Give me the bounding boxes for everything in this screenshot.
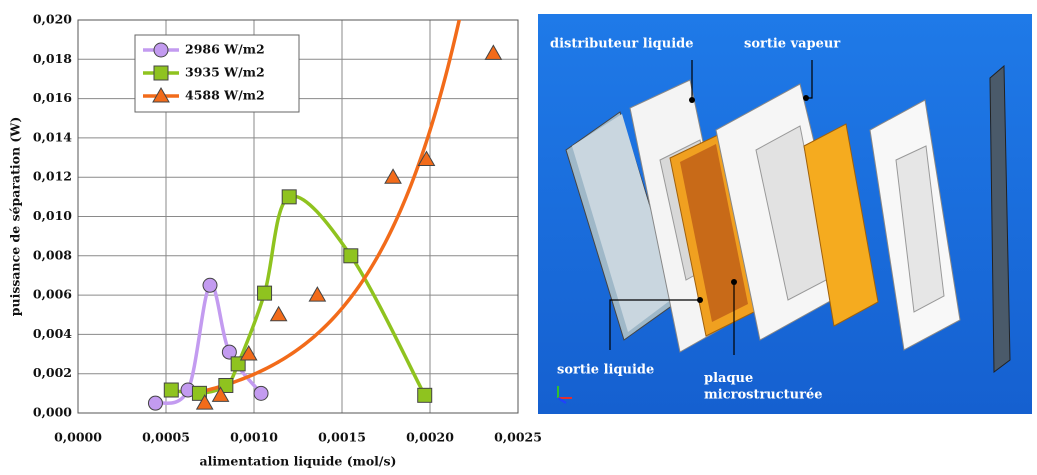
chart: 0,0000 0,0005 0,0010 0,0015 0,0020 0,0025 0,00… (8, 12, 542, 469)
leader-dot (689, 97, 695, 103)
x-tick-label: 0,0025 (494, 430, 542, 445)
micro-pattern (680, 144, 748, 322)
marker (218, 377, 234, 393)
series-line (171, 194, 427, 397)
y-tick-label: 0,020 (33, 12, 72, 27)
illustration: distributeur liquide sortie vapeur sorti… (538, 14, 1032, 414)
marker (153, 65, 169, 81)
marker (308, 286, 327, 302)
x-tick-label: 0,0010 (230, 430, 278, 445)
marker (195, 394, 214, 410)
end-plate (989, 64, 1011, 373)
marker (211, 386, 230, 402)
leader-dot (803, 95, 809, 101)
y-tick-label: 0,004 (33, 326, 72, 341)
y-tick-label: 0,000 (33, 405, 72, 420)
y-tick-label: 0,010 (33, 208, 72, 223)
y-tick-label: 0,016 (33, 90, 72, 105)
image-label: plaque microstructurée (704, 371, 823, 402)
y-tick-label: 0,002 (33, 365, 72, 380)
marker (417, 387, 433, 403)
marker (152, 86, 170, 103)
marker (384, 168, 402, 184)
marker (221, 344, 237, 360)
trend-line (204, 20, 462, 393)
legend-label: 3935 W/m2 (185, 65, 265, 80)
legend-label: 4588 W/m2 (185, 88, 265, 103)
x-axis-title: alimentation liquide (mol/s) (200, 454, 397, 469)
x-tick-label: 0,0000 (54, 430, 102, 445)
marker (191, 385, 207, 401)
leader-line (609, 299, 700, 350)
marker (163, 382, 179, 398)
marker (281, 189, 297, 205)
axis-triad (557, 386, 572, 404)
legend: 2986 W/m2 3935 W/m2 4588 W/m2 (134, 34, 300, 113)
marker (484, 44, 503, 60)
y-tick-label: 0,014 (33, 129, 72, 144)
y-tick-label: 0,006 (33, 287, 72, 302)
plot-frame (77, 19, 519, 414)
image-label: distributeur liquide (550, 37, 694, 52)
marker (239, 345, 258, 361)
x-tick-label: 0,0005 (142, 430, 190, 445)
y-tick-label: 0,008 (33, 247, 72, 262)
y-axis-title: puissance de séparation (W) (8, 117, 23, 316)
cover-plate (803, 123, 879, 327)
plate (572, 114, 676, 332)
marker (147, 395, 163, 411)
y-tick-label: 0,018 (33, 51, 72, 66)
image-label: sortie liquide (557, 363, 654, 378)
marker (153, 42, 169, 58)
marker (253, 385, 269, 401)
marker (202, 277, 218, 293)
image-label: sortie vapeur (744, 37, 840, 52)
marker (343, 248, 359, 264)
leader-dot (731, 279, 737, 285)
x-tick-label: 0,0020 (406, 430, 454, 445)
legend-label: 2986 W/m2 (185, 42, 265, 57)
x-tick-label: 0,0015 (318, 430, 366, 445)
marker (417, 150, 436, 167)
leader-dot (697, 297, 703, 303)
y-tick-label: 0,012 (33, 169, 72, 184)
plate-window (895, 145, 945, 313)
marker (257, 285, 273, 301)
marker (269, 305, 288, 322)
